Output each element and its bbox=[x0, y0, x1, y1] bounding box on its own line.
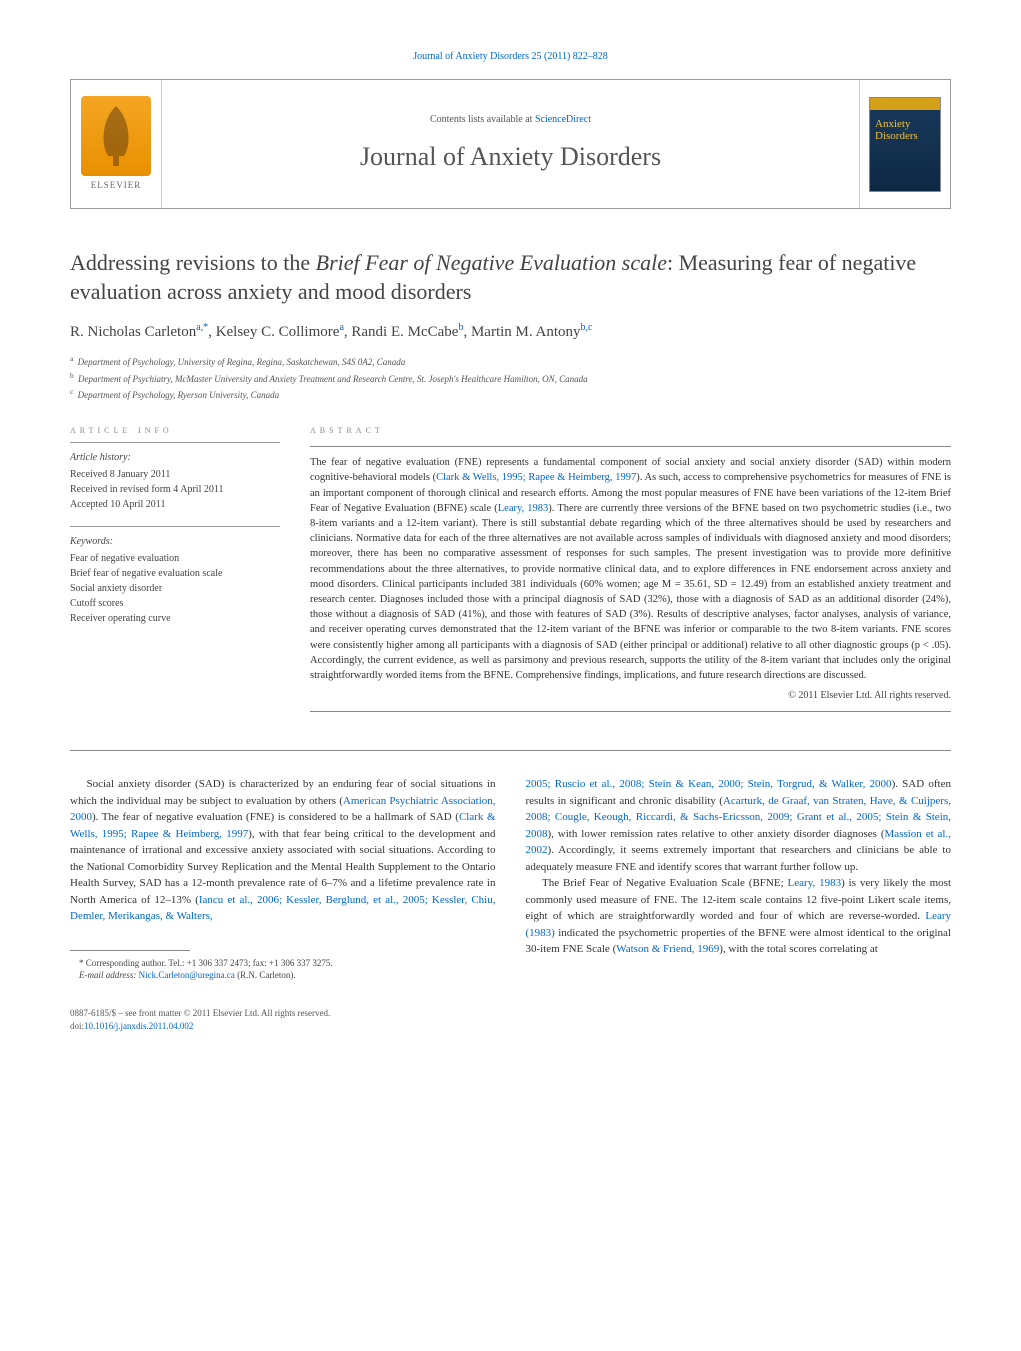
body-paragraph: 2005; Ruscio et al., 2008; Stein & Kean,… bbox=[526, 776, 952, 875]
corresponding-author-footnote: * Corresponding author. Tel.: +1 306 337… bbox=[70, 957, 496, 982]
body-paragraph: Social anxiety disorder (SAD) is charact… bbox=[70, 776, 496, 925]
footnote-rule bbox=[70, 950, 190, 951]
keyword-line: Brief fear of negative evaluation scale bbox=[70, 566, 280, 581]
citation-link[interactable]: Leary, 1983 bbox=[788, 877, 842, 889]
body-column-left: Social anxiety disorder (SAD) is charact… bbox=[70, 776, 496, 982]
publisher-name: ELSEVIER bbox=[91, 179, 142, 192]
citation-link[interactable]: 2005; Ruscio et al., 2008; Stein & Kean,… bbox=[526, 778, 892, 790]
title-italic: Brief Fear of Negative Evaluation scale bbox=[316, 250, 667, 275]
footnote-email-suffix: (R.N. Carleton). bbox=[235, 970, 296, 980]
journal-citation: Journal of Anxiety Disorders 25 (2011) 8… bbox=[70, 50, 951, 64]
keyword-line: Fear of negative evaluation bbox=[70, 551, 280, 566]
contents-prefix: Contents lists available at bbox=[430, 114, 535, 125]
abstract-heading: abstract bbox=[310, 423, 951, 438]
citation-link[interactable]: Iancu et al., 2006; Kessler, Berglund, e… bbox=[70, 894, 496, 923]
keywords-label: Keywords: bbox=[70, 535, 280, 549]
body-separator bbox=[70, 750, 951, 751]
article-history-block: Article history: Received 8 January 2011… bbox=[70, 451, 280, 512]
footer-issn-line: 0887-6185/$ – see front matter © 2011 El… bbox=[70, 1007, 951, 1020]
keyword-line: Cutoff scores bbox=[70, 596, 280, 611]
header-center: Contents lists available at ScienceDirec… bbox=[161, 80, 860, 208]
abstract-text: The fear of negative evaluation (FNE) re… bbox=[310, 455, 951, 683]
body-column-right: 2005; Ruscio et al., 2008; Stein & Kean,… bbox=[526, 776, 952, 982]
footer-meta: 0887-6185/$ – see front matter © 2011 El… bbox=[70, 1007, 951, 1032]
citation-link[interactable]: Clark & Wells, 1995; Rapee & Heimberg, 1… bbox=[436, 472, 636, 483]
body-columns: Social anxiety disorder (SAD) is charact… bbox=[70, 776, 951, 982]
contents-available-line: Contents lists available at ScienceDirec… bbox=[430, 113, 591, 127]
article-title: Addressing revisions to the Brief Fear o… bbox=[70, 249, 951, 306]
elsevier-tree-icon bbox=[81, 96, 151, 176]
citation-link[interactable]: Watson & Friend, 1969 bbox=[616, 943, 719, 955]
affiliation-line: a Department of Psychology, University o… bbox=[70, 353, 951, 370]
cover-title-2: Disorders bbox=[875, 130, 918, 142]
journal-title: Journal of Anxiety Disorders bbox=[360, 139, 661, 175]
affiliations: a Department of Psychology, University o… bbox=[70, 353, 951, 403]
footer-doi-link[interactable]: 10.1016/j.janxdis.2011.04.002 bbox=[84, 1021, 193, 1031]
keywords-block: Keywords: Fear of negative evaluationBri… bbox=[70, 535, 280, 626]
history-label: Article history: bbox=[70, 451, 280, 465]
body-paragraph: The Brief Fear of Negative Evaluation Sc… bbox=[526, 875, 952, 958]
citation-link[interactable]: Leary, 1983 bbox=[498, 503, 549, 514]
affiliation-line: c Department of Psychology, Ryerson Univ… bbox=[70, 386, 951, 403]
citation-link[interactable]: Clark & Wells, 1995; Rapee & Heimberg, 1… bbox=[70, 811, 496, 840]
abstract-column: abstract The fear of negative evaluation… bbox=[310, 423, 951, 721]
footnote-email-label: E-mail address: bbox=[79, 970, 139, 980]
article-info-heading: article info bbox=[70, 423, 280, 438]
abstract-copyright: © 2011 Elsevier Ltd. All rights reserved… bbox=[310, 689, 951, 703]
journal-cover-thumb: Anxiety Disorders bbox=[860, 80, 950, 208]
citation-link[interactable]: Leary (1983) bbox=[526, 910, 952, 939]
footnote-email-link[interactable]: Nick.Carleton@uregina.ca bbox=[139, 970, 235, 980]
article-info-sidebar: article info Article history: Received 8… bbox=[70, 423, 280, 721]
keyword-line: Receiver operating curve bbox=[70, 611, 280, 626]
history-line: Received 8 January 2011 bbox=[70, 467, 280, 482]
citation-link[interactable]: American Psychiatric Association, 2000 bbox=[70, 795, 496, 824]
title-prefix: Addressing revisions to the bbox=[70, 250, 316, 275]
history-line: Accepted 10 April 2011 bbox=[70, 497, 280, 512]
info-abstract-row: article info Article history: Received 8… bbox=[70, 423, 951, 721]
citation-link[interactable]: Massion et al., 2002 bbox=[526, 828, 951, 857]
history-line: Received in revised form 4 April 2011 bbox=[70, 482, 280, 497]
cover-title-1: Anxiety bbox=[875, 118, 910, 130]
sciencedirect-link[interactable]: ScienceDirect bbox=[535, 114, 591, 125]
affiliation-line: b Department of Psychiatry, McMaster Uni… bbox=[70, 370, 951, 387]
keyword-line: Social anxiety disorder bbox=[70, 581, 280, 596]
authors-line: R. Nicholas Carletona,*, Kelsey C. Colli… bbox=[70, 321, 951, 343]
footer-doi-label: doi: bbox=[70, 1021, 84, 1031]
footnote-corr: * Corresponding author. Tel.: +1 306 337… bbox=[70, 957, 496, 970]
publisher-logo: ELSEVIER bbox=[71, 80, 161, 208]
journal-header-box: ELSEVIER Contents lists available at Sci… bbox=[70, 79, 951, 209]
